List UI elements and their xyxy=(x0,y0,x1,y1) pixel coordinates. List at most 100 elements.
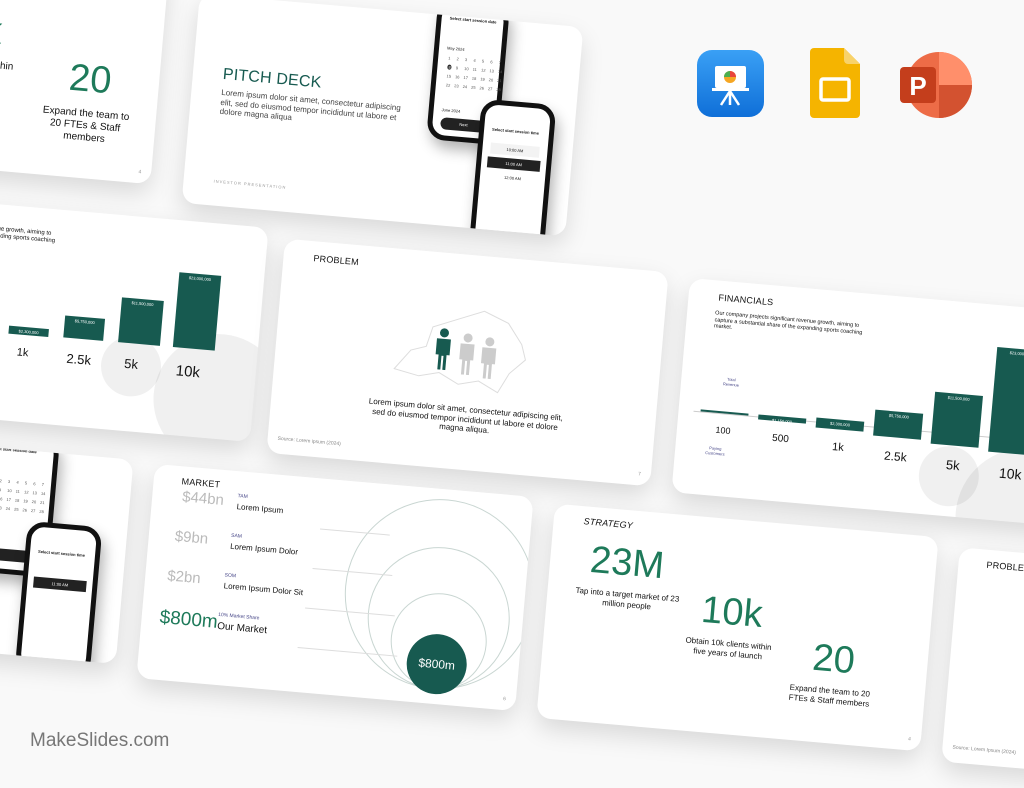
phone-title: Select start session time xyxy=(491,126,540,136)
calendar-day[interactable]: 4 xyxy=(16,479,19,485)
slide-strategy-partial[interactable]: k s within nch 20 Expand the team to 20 … xyxy=(0,0,169,185)
strategy-title: STRATEGY xyxy=(583,516,634,531)
revenue-bar: $2,300,000 xyxy=(815,417,865,432)
calendar-day[interactable]: 2 xyxy=(0,478,3,484)
calendar-day[interactable]: 6 xyxy=(490,59,493,65)
calendar-day[interactable]: 23 xyxy=(454,83,459,89)
powerpoint-icon[interactable]: P xyxy=(898,50,974,120)
calendar-day[interactable]: 17 xyxy=(463,74,469,81)
calendar-day[interactable]: 4 xyxy=(473,57,476,63)
calendar-day[interactable]: 28 xyxy=(496,86,502,93)
calendar-day[interactable]: 18 xyxy=(14,497,20,503)
page-number: 6 xyxy=(502,696,507,703)
customers-label: 1k xyxy=(831,441,845,454)
person-icon-highlighted xyxy=(435,328,451,371)
calendar-day[interactable]: 14 xyxy=(497,68,503,75)
calendar-day[interactable]: 7 xyxy=(41,481,45,488)
calendar-day[interactable]: 17 xyxy=(6,496,12,503)
calendar-day[interactable]: 6 xyxy=(33,481,36,487)
calendar-day[interactable]: 14 xyxy=(40,490,46,497)
month-label-2: June 2024 xyxy=(441,107,461,114)
financials-desc: Our company projects significant revenue… xyxy=(713,310,863,336)
calendar-day[interactable]: 16 xyxy=(454,74,460,80)
watermark: MakeSlides.com xyxy=(30,730,170,751)
slide-pitch-deck[interactable]: PITCH DECK Lorem ipsum dolor sit amet, c… xyxy=(181,0,584,237)
slide-strategy[interactable]: STRATEGY 23M Tap into a target market of… xyxy=(536,503,939,752)
slide-financials-partial[interactable]: ue growth, aiming to nding sports coachi… xyxy=(0,192,269,443)
calendar-day[interactable]: 13 xyxy=(489,68,495,74)
calendar-day[interactable]: 25 xyxy=(470,84,476,90)
person-icon xyxy=(459,333,475,376)
calendar-grid[interactable]: 1234567891011121314151617181920212223242… xyxy=(0,477,46,515)
calendar-day[interactable]: 19 xyxy=(23,498,28,504)
phone-title: Select start session date xyxy=(449,15,497,25)
svg-text:P: P xyxy=(909,71,926,101)
slide-market[interactable]: MARKET $44bn TAM Lorem Ipsum $9bn SAM Lorem I… xyxy=(136,463,534,712)
time-slot-selected[interactable]: 11:00 AM xyxy=(33,576,87,593)
calendar-day[interactable]: 11 xyxy=(472,66,478,73)
calendar-day[interactable]: 5 xyxy=(24,480,28,486)
bar-1k: $2,300,000 xyxy=(8,325,49,338)
calendar-day[interactable]: 19 xyxy=(480,76,485,82)
slide-problem-partial[interactable]: PROBLEM Source: Lorem Ipsum (2024) xyxy=(941,547,1024,788)
financials-desc: ue growth, aiming to nding sports coachi… xyxy=(0,226,56,245)
time-slot-selected[interactable]: 11:00 AM xyxy=(486,156,541,172)
time-slot[interactable]: 10:00 AM xyxy=(490,142,540,158)
calendar-day[interactable]: 26 xyxy=(22,507,28,513)
phone-title: Select start session date xyxy=(0,445,37,455)
calendar-day[interactable]: 24 xyxy=(5,505,11,512)
calendar-day[interactable]: 7 xyxy=(498,59,502,66)
calendar-day[interactable]: 11 xyxy=(15,488,21,494)
calendar-day[interactable]: 2 xyxy=(456,56,460,62)
market-label: Lorem Ipsum Dolor Sit xyxy=(223,581,304,598)
calendar-day[interactable]: 27 xyxy=(30,508,36,514)
calendar-day[interactable]: 8 xyxy=(447,64,453,70)
bar-5k: $11,500,000 xyxy=(118,297,164,346)
calendar-day[interactable]: 12 xyxy=(23,489,29,495)
revenue-bar: $11,500,000 xyxy=(930,391,984,448)
calendar-day[interactable]: 1 xyxy=(447,55,451,61)
calendar-day[interactable]: 10 xyxy=(464,65,469,72)
calendar-day[interactable]: 21 xyxy=(39,499,45,506)
stat-10k-text: Obtain 10k clients within five years of … xyxy=(685,635,772,661)
calendar-day[interactable]: 3 xyxy=(7,478,11,485)
keynote-icon[interactable] xyxy=(697,50,764,117)
calendar-day[interactable]: 13 xyxy=(32,490,38,496)
customers-label: 500 xyxy=(771,432,790,446)
slide-problem[interactable]: PROBLEM Lorem ipsum dolor sit amet, cons… xyxy=(266,238,669,487)
x-label: 1k xyxy=(16,346,29,360)
slide-financials[interactable]: FINANCIALS Our company projects signific… xyxy=(671,277,1024,528)
calendar-day[interactable]: 21 xyxy=(496,77,502,84)
stat-text-20: Expand the team to 20 FTEs & Staff membe… xyxy=(42,104,130,146)
x-label: 5k xyxy=(123,355,139,372)
google-slides-icon[interactable] xyxy=(810,48,860,118)
total-revenue-label: Total Revenue xyxy=(722,376,740,388)
calendar-day[interactable]: 23 xyxy=(0,505,2,510)
calendar-day[interactable]: 15 xyxy=(446,73,452,79)
calendar-day[interactable]: 20 xyxy=(31,499,37,505)
phone-mockup-time: Select start session time 10:00 AM 11:00… xyxy=(468,98,557,237)
calendar-day[interactable]: 16 xyxy=(0,496,3,502)
slide-app-partial[interactable]: Select start session date 12345678910111… xyxy=(0,441,134,664)
calendar-day[interactable]: 9 xyxy=(455,65,459,71)
calendar-day[interactable]: 10 xyxy=(7,487,12,494)
calendar-day[interactable]: 22 xyxy=(445,82,451,88)
calendar-day[interactable]: 28 xyxy=(39,508,45,515)
x-label: 10k xyxy=(175,362,201,382)
calendar-day[interactable]: 18 xyxy=(471,75,477,82)
calendar-day[interactable]: 20 xyxy=(488,77,494,83)
calendar-day[interactable]: 25 xyxy=(13,506,19,512)
problem-body: Lorem ipsum dolor sit amet, consectetur … xyxy=(368,396,564,436)
calendar-day[interactable]: 9 xyxy=(0,487,4,492)
time-slot[interactable]: 12:00 AM xyxy=(503,174,522,182)
stat-10k: 10k xyxy=(699,588,765,637)
calendar-day[interactable]: 5 xyxy=(481,58,485,64)
calendar-day[interactable]: 24 xyxy=(462,83,468,90)
calendar-day[interactable]: 26 xyxy=(479,85,485,91)
calendar-day[interactable]: 12 xyxy=(480,67,486,73)
revenue-bar: $5,750,000 xyxy=(873,409,924,440)
calendar-day[interactable]: 27 xyxy=(487,86,493,92)
person-icon xyxy=(480,337,497,380)
calendar-day[interactable]: 3 xyxy=(464,56,468,63)
